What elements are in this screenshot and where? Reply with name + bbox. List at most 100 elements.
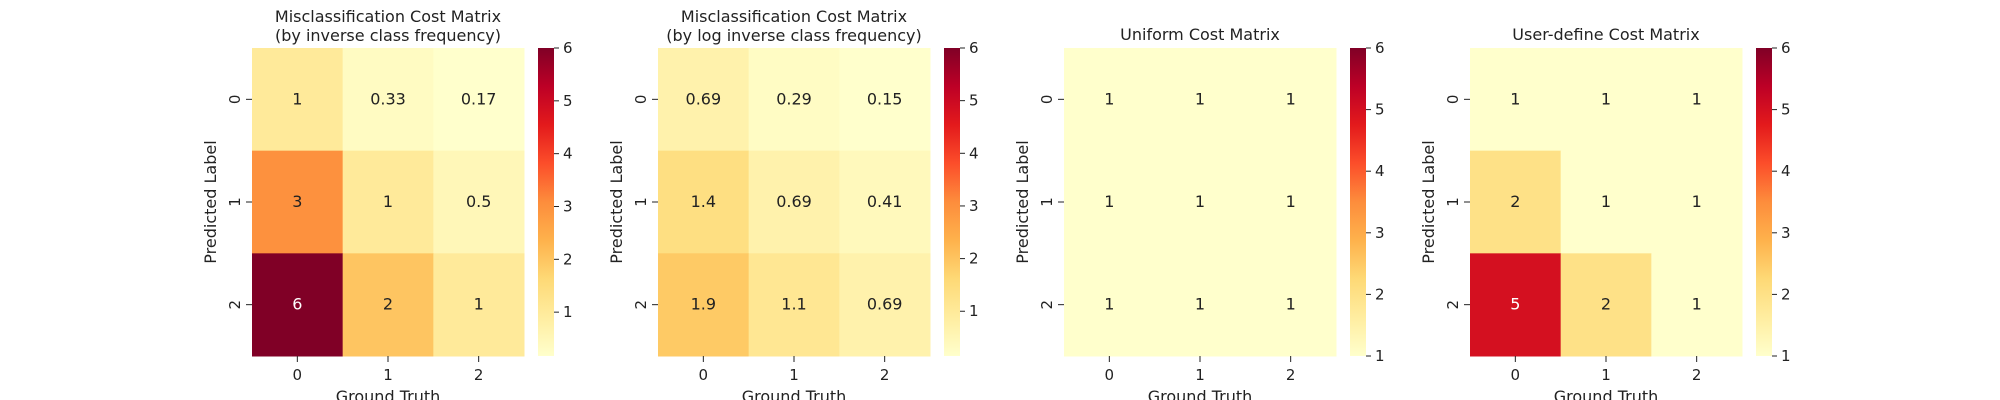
- heatmap-cell: [433, 150, 525, 254]
- y-tick-label: 2: [1038, 300, 1056, 310]
- panel-title: (by inverse class frequency): [275, 26, 501, 45]
- x-tick-label: 2: [474, 366, 484, 384]
- heatmap-cell: [658, 150, 750, 254]
- heatmap-cell: [839, 253, 931, 357]
- heatmap-cell: [1154, 48, 1246, 152]
- cell-value-label: 1: [1601, 192, 1611, 211]
- x-tick-label: 0: [699, 366, 709, 384]
- cell-value-label: 5: [1510, 295, 1520, 314]
- colorbar-tick-label: 6: [563, 39, 573, 57]
- colorbar: [538, 48, 554, 356]
- heatmap-cell: [1470, 150, 1562, 254]
- colorbar-tick-label: 3: [1781, 224, 1791, 242]
- cell-value-label: 0.69: [867, 295, 903, 314]
- cell-value-label: 1: [1104, 192, 1114, 211]
- heatmap-cell: [1560, 48, 1652, 152]
- heatmap-cell: [1470, 48, 1562, 152]
- cell-value-label: 1: [1104, 89, 1114, 108]
- heatmap-cell: [433, 253, 525, 357]
- colorbar-tick-label: 1: [969, 302, 979, 320]
- colorbar-tick-label: 2: [1781, 285, 1791, 303]
- y-tick-label: 0: [226, 95, 244, 105]
- cell-value-label: 0.41: [867, 192, 903, 211]
- cell-value-label: 0.69: [776, 192, 812, 211]
- y-axis-label: Predicted Label: [607, 140, 626, 263]
- heatmap-cell: [1245, 150, 1337, 254]
- cell-value-label: 0.33: [370, 89, 406, 108]
- colorbar-tick-label: 3: [563, 197, 573, 215]
- cell-value-label: 1: [1692, 89, 1702, 108]
- y-axis-label: Predicted Label: [201, 140, 220, 263]
- heatmap-cell: [1064, 253, 1156, 357]
- panel-title: (by log inverse class frequency): [666, 26, 921, 45]
- heatmap-cell: [1154, 253, 1246, 357]
- heatmap-cell: [1651, 150, 1743, 254]
- colorbar-tick-label: 3: [969, 197, 979, 215]
- y-tick-label: 2: [1444, 300, 1462, 310]
- colorbar-tick-label: 2: [563, 250, 573, 268]
- y-tick-label: 1: [632, 197, 650, 207]
- x-tick-label: 1: [1195, 366, 1205, 384]
- panel-title: Misclassification Cost Matrix: [275, 7, 501, 26]
- x-tick-label: 2: [1286, 366, 1296, 384]
- cell-value-label: 2: [1601, 295, 1611, 314]
- y-tick-label: 0: [1038, 95, 1056, 105]
- colorbar-tick-label: 5: [969, 92, 979, 110]
- cell-value-label: 1: [383, 192, 393, 211]
- heatmap-cell: [433, 48, 525, 152]
- heatmap-cell: [748, 253, 840, 357]
- heatmap-cell: [1154, 150, 1246, 254]
- cell-value-label: 1: [1601, 89, 1611, 108]
- cell-value-label: 3: [292, 192, 302, 211]
- y-tick-label: 1: [1444, 197, 1462, 207]
- heatmap-panel: 1 0.33 0.17 3 1 0.5 6 2 1 Misclassification Cost …: [201, 7, 573, 400]
- colorbar-tick-label: 4: [563, 145, 573, 163]
- x-axis-label: Ground Truth: [336, 387, 441, 400]
- heatmap-cell: [342, 48, 434, 152]
- x-tick-label: 2: [1692, 366, 1702, 384]
- colorbar: [1756, 48, 1772, 356]
- panel-title: Misclassification Cost Matrix: [681, 7, 907, 26]
- heatmap-cell: [1470, 253, 1562, 357]
- x-axis-label: Ground Truth: [1554, 387, 1659, 400]
- cell-value-label: 1: [1286, 295, 1296, 314]
- heatmap-cell: [839, 48, 931, 152]
- heatmap-cell: [252, 48, 344, 152]
- colorbar-tick-label: 5: [1375, 101, 1385, 119]
- x-tick-label: 0: [1105, 366, 1115, 384]
- heatmap-cell: [252, 253, 344, 357]
- colorbar-tick-label: 6: [1781, 39, 1791, 57]
- cell-value-label: 1: [292, 89, 302, 108]
- y-tick-label: 0: [632, 95, 650, 105]
- colorbar-tick-label: 1: [1781, 347, 1791, 365]
- heatmap-cell: [1064, 48, 1156, 152]
- heatmap-cell: [1245, 48, 1337, 152]
- colorbar: [1350, 48, 1366, 356]
- y-tick-label: 2: [632, 300, 650, 310]
- heatmap-cell: [839, 150, 931, 254]
- colorbar-tick-label: 4: [969, 144, 979, 162]
- cell-value-label: 1: [474, 295, 484, 314]
- colorbar-tick-label: 1: [1375, 347, 1385, 365]
- cell-value-label: 0.69: [686, 89, 722, 108]
- panel-title: Uniform Cost Matrix: [1120, 25, 1280, 44]
- cell-value-label: 0.5: [466, 192, 491, 211]
- heatmap-cell: [342, 253, 434, 357]
- cell-value-label: 1.1: [781, 295, 806, 314]
- colorbar-tick-label: 2: [1375, 285, 1385, 303]
- cell-value-label: 1.9: [691, 295, 716, 314]
- x-tick-label: 1: [383, 366, 393, 384]
- y-tick-label: 1: [1038, 197, 1056, 207]
- cell-value-label: 1: [1195, 192, 1205, 211]
- colorbar-tick-label: 3: [1375, 224, 1385, 242]
- heatmap-cell: [1560, 150, 1652, 254]
- cell-value-label: 1: [1692, 295, 1702, 314]
- heatmap-cell: [658, 253, 750, 357]
- colorbar-tick-label: 4: [1781, 162, 1791, 180]
- heatmap-panel: 1 1 1 1 1 1 1 1 1 Uniform Cost Matrix 0 1 2 Ground Tr…: [1013, 25, 1385, 400]
- y-axis-label: Predicted Label: [1419, 140, 1438, 263]
- x-axis-label: Ground Truth: [1148, 387, 1253, 400]
- heatmap-cell: [1560, 253, 1652, 357]
- colorbar-tick-label: 5: [1781, 101, 1791, 119]
